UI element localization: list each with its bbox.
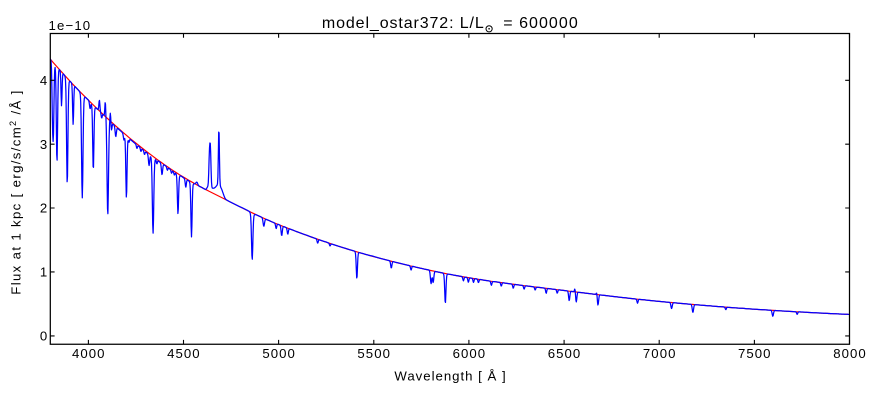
svg-text:= 600000: = 600000 [503,15,579,32]
svg-text:1: 1 [40,265,48,280]
svg-text:4500: 4500 [167,346,201,361]
svg-text:6500: 6500 [548,346,582,361]
svg-text:8000: 8000 [833,346,867,361]
svg-text:Wavelength [ Å ]: Wavelength [ Å ] [394,369,506,384]
svg-text:5000: 5000 [262,346,296,361]
svg-text:3: 3 [40,137,48,152]
svg-text:4000: 4000 [72,346,106,361]
svg-text:4: 4 [40,73,48,88]
svg-text:7000: 7000 [643,346,677,361]
svg-text:5500: 5500 [357,346,391,361]
svg-text:0: 0 [40,329,48,344]
svg-text:2: 2 [40,201,48,216]
svg-text:Flux at 1 kpc [ erg/s/cm2 /Å ]: Flux at 1 kpc [ erg/s/cm2 /Å ] [8,89,23,294]
svg-text:model_ostar372: L/L: model_ostar372: L/L [322,15,485,32]
svg-text:7500: 7500 [738,346,772,361]
svg-text:1e−10: 1e−10 [49,18,92,33]
svg-text:6000: 6000 [453,346,487,361]
